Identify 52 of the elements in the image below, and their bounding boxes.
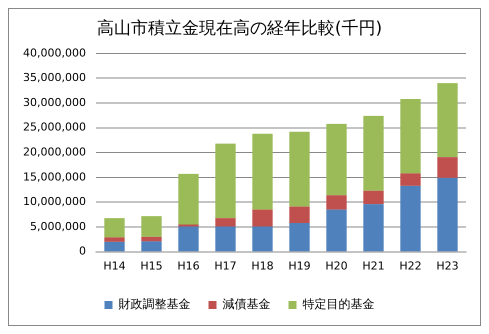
bar: [104, 237, 125, 242]
x-tick-label: H14: [103, 259, 126, 272]
bar: [141, 216, 162, 237]
x-tick-label: H21: [362, 259, 385, 272]
bar: [178, 226, 199, 252]
bar: [437, 178, 458, 252]
x-tick-label: H15: [140, 259, 163, 272]
y-tick-label: 35,000,000: [22, 71, 86, 84]
bar: [104, 242, 125, 252]
bar: [252, 134, 273, 210]
bar: [400, 173, 421, 186]
y-tick-label: 20,000,000: [22, 145, 86, 158]
x-tick-label: H20: [325, 259, 348, 272]
bar: [437, 83, 458, 158]
x-tick-label: H18: [251, 259, 274, 272]
y-tick-label: 40,000,000: [22, 46, 86, 60]
bar: [437, 157, 458, 178]
chart-title: 高山市積立金現在高の経年比較(千円): [96, 18, 382, 39]
bar: [400, 99, 421, 174]
bar: [363, 204, 384, 252]
legend-label: 特定目的基金: [302, 297, 374, 312]
bar: [326, 124, 347, 196]
bar: [215, 218, 236, 227]
x-tick-label: H19: [288, 259, 311, 272]
bar: [326, 195, 347, 210]
x-tick-label: H16: [177, 259, 200, 272]
bar: [252, 210, 273, 227]
x-tick-label: H17: [214, 259, 237, 272]
y-tick-label: 25,000,000: [22, 120, 86, 134]
bar: [289, 206, 310, 224]
x-tick-label: H23: [436, 259, 459, 272]
bar: [252, 226, 273, 252]
bar: [215, 226, 236, 252]
bar: [141, 241, 162, 252]
bar: [215, 144, 236, 218]
bar: [400, 186, 421, 252]
y-tick-label: 0: [78, 244, 86, 258]
bar: [326, 210, 347, 252]
legend-label: 減債基金: [222, 297, 270, 312]
bar: [363, 190, 384, 204]
legend-label: 財政調整基金: [118, 297, 190, 312]
bar: [289, 223, 310, 252]
y-tick-label: 15,000,000: [22, 170, 86, 184]
bar: [363, 116, 384, 191]
y-tick-label: 5,000,000: [30, 220, 86, 233]
bar: [141, 236, 162, 242]
x-tick-label: H22: [399, 259, 422, 272]
y-tick-label: 10,000,000: [22, 195, 86, 208]
bar: [178, 174, 199, 225]
bar: [104, 218, 125, 238]
y-tick-label: 30,000,000: [22, 96, 86, 109]
bar: [289, 132, 310, 207]
